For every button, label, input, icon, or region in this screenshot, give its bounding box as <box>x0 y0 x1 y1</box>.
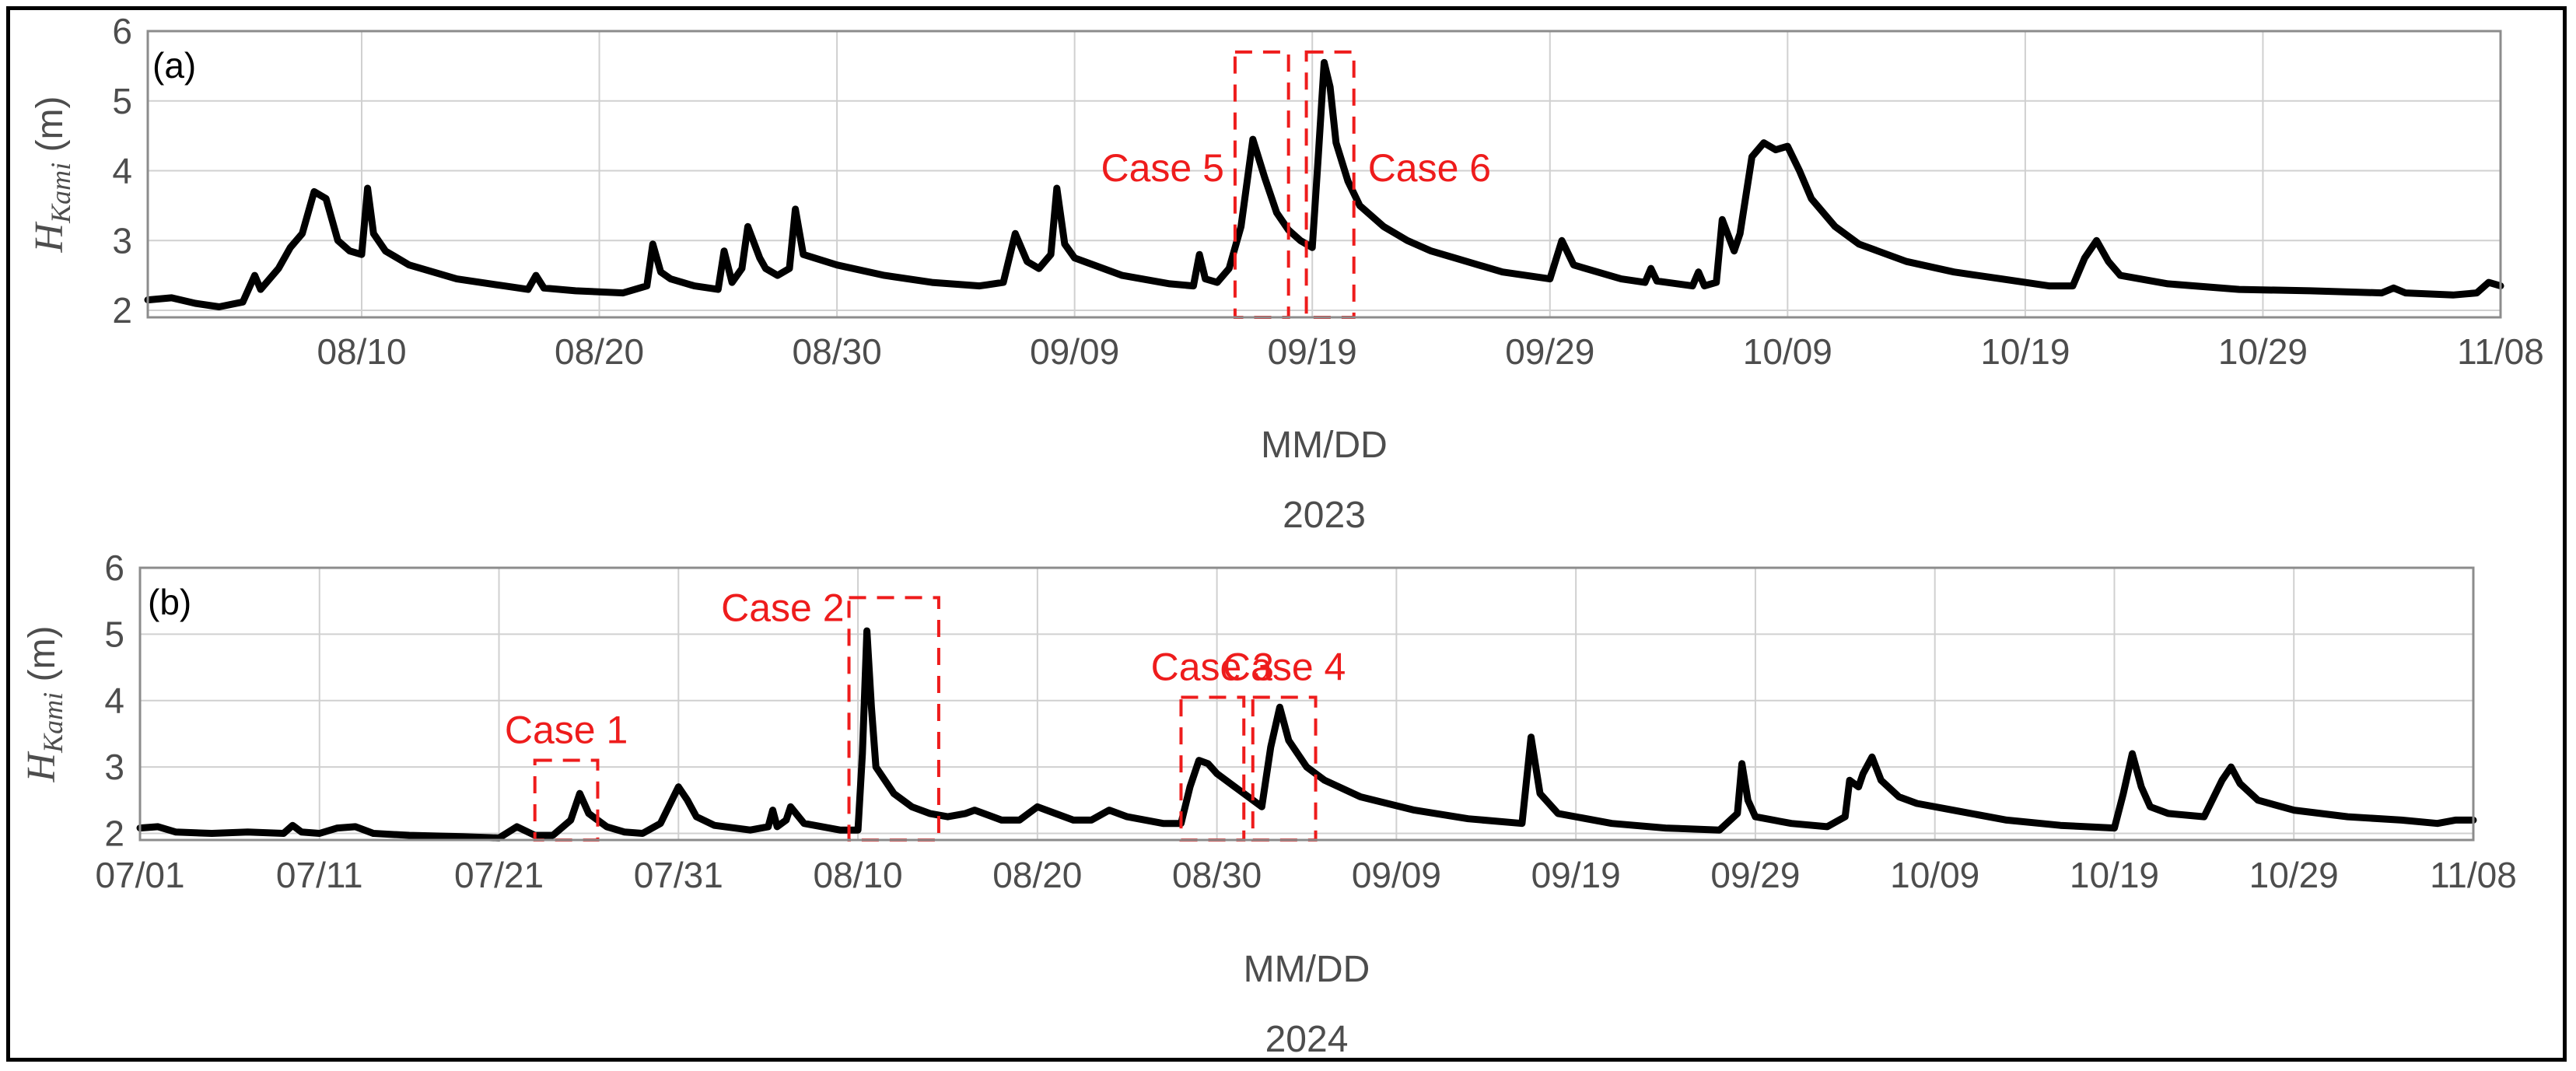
panel-b-tag: (b) <box>148 582 191 622</box>
panel-b-ylabel-unit: (m) <box>22 626 63 692</box>
panel-b-ytick-label: 4 <box>104 681 124 721</box>
panel-a-ytick-label: 4 <box>112 151 132 191</box>
panel-b-case-label: Case 1 <box>505 709 628 752</box>
panel-a-case-box <box>1233 50 1290 320</box>
panel-b-xtick-label: 08/30 <box>1172 855 1262 895</box>
panel-b-series-line <box>136 627 2477 842</box>
panel-b-xtick-label: 09/29 <box>1710 855 1800 895</box>
panel-b-y-axis-label: HKami (m) <box>19 626 68 783</box>
panel-b-xtick-label: 09/19 <box>1531 855 1621 895</box>
panel-b-case-label: Case 4 <box>1223 645 1346 688</box>
panel-a-ylabel-unit: (m) <box>30 96 71 163</box>
panel-b-xtick-label: 07/31 <box>634 855 723 895</box>
panel-b-xtick-label: 07/01 <box>95 855 184 895</box>
panel-a-tag: (a) <box>152 45 196 86</box>
panel-b-xtick-label: 08/10 <box>814 855 903 895</box>
panel-b-xtick-label: 07/21 <box>454 855 544 895</box>
panel-b-case-label: Case 3 <box>1151 645 1274 688</box>
panel-a-ytick-label: 2 <box>112 290 132 331</box>
panel-b-xtick-label: 09/09 <box>1352 855 1441 895</box>
panel-a-series-line <box>144 58 2504 310</box>
panel-b-xtick-label: 11/08 <box>2430 855 2517 895</box>
panel-a-xtick-label: 10/19 <box>1980 331 2070 372</box>
panel-a-xtick-label: 09/29 <box>1505 331 1594 372</box>
panel-a-x-axis-label: MM/DD <box>1261 425 1388 466</box>
panel-a-ylabel-main: H <box>27 221 72 253</box>
panel-a-ytick-label: 5 <box>112 81 132 121</box>
panel-a-xtick-label: 09/09 <box>1030 331 1119 372</box>
panel-b-year-label: 2024 <box>1265 1019 1349 1060</box>
panel-b-xtick-label: 07/11 <box>276 855 363 895</box>
panel-a-case-label: Case 5 <box>1101 146 1223 190</box>
panel-a-xtick-label: 11/08 <box>2457 331 2544 372</box>
panel-a-ytick-label: 6 <box>112 11 132 51</box>
panel-a-chart: Case 5 Case 6 2 3 4 5 6 08/10 08/20 08/30 09/09 0… <box>27 11 2544 536</box>
panel-b-ytick-label: 6 <box>104 548 124 588</box>
panel-b-case-label: Case 2 <box>721 586 844 629</box>
panel-a-xtick-label: 10/09 <box>1743 331 1832 372</box>
panel-a-xtick-label: 09/19 <box>1268 331 1357 372</box>
panel-a-case-label: Case 6 <box>1368 146 1491 190</box>
panel-b-ytick-label: 3 <box>104 747 124 787</box>
panel-a-xtick-label: 08/30 <box>793 331 882 372</box>
panel-b-ytick-label: 5 <box>104 614 124 654</box>
panel-b-xtick-label: 10/09 <box>1890 855 1979 895</box>
panel-a-ylabel-sub: Kami <box>45 163 76 224</box>
figure-frame <box>6 6 2567 1062</box>
panel-b-plot-area <box>138 566 2475 842</box>
panel-a-xtick-label: 08/10 <box>317 331 406 372</box>
panel-b-ylabel-main: H <box>19 751 64 782</box>
panel-b-xtick-label: 08/20 <box>992 855 1082 895</box>
panel-a-plot-area <box>146 30 2502 319</box>
panel-b-xtick-label: 10/19 <box>2070 855 2159 895</box>
panel-a-year-label: 2023 <box>1283 495 1366 536</box>
panel-b-xtick-label: 10/29 <box>2249 855 2339 895</box>
panel-a-xtick-label: 10/29 <box>2218 331 2308 372</box>
panel-b-ylabel-sub: Kami <box>37 692 68 754</box>
panel-b-ytick-label: 2 <box>104 813 124 853</box>
panel-b-x-axis-label: MM/DD <box>1244 949 1370 990</box>
panel-a-y-axis-label: HKami (m) <box>27 96 76 254</box>
panel-a-ytick-label: 3 <box>112 220 132 261</box>
panel-a-xtick-label: 08/20 <box>555 331 644 372</box>
